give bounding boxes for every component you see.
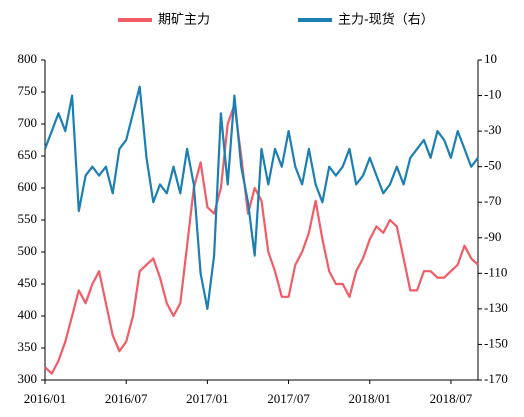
y2-tick-label: 10 <box>484 51 497 66</box>
y2-tick-label: -170 <box>484 371 508 386</box>
y-tick-label: 600 <box>18 179 38 194</box>
series-line <box>43 85 479 310</box>
x-tick-label: 2017/07 <box>267 391 310 406</box>
y-tick-label: 800 <box>18 51 38 66</box>
y-tick-label: 350 <box>18 339 38 354</box>
x-tick-label: 2016/01 <box>24 391 67 406</box>
y2-tick-label: -130 <box>484 300 508 315</box>
legend-label: 主力-现货（右） <box>338 12 434 28</box>
y2-tick-label: -50 <box>484 158 501 173</box>
y2-tick-label: -150 <box>484 335 508 350</box>
y2-tick-label: -110 <box>484 264 507 279</box>
x-tick-label: 2017/01 <box>186 391 229 406</box>
y-tick-label: 450 <box>18 275 38 290</box>
y-tick-label: 400 <box>18 307 38 322</box>
x-tick-label: 2018/01 <box>348 391 391 406</box>
y-tick-label: 500 <box>18 243 38 258</box>
x-tick-label: 2018/07 <box>430 391 473 406</box>
y2-tick-label: -10 <box>484 87 501 102</box>
y2-tick-label: -30 <box>484 122 501 137</box>
y-tick-label: 750 <box>18 83 38 98</box>
y-tick-label: 550 <box>18 211 38 226</box>
legend-label: 期矿主力 <box>158 13 210 28</box>
y2-tick-label: -70 <box>484 193 501 208</box>
y2-tick-label: -90 <box>484 229 501 244</box>
y-tick-label: 700 <box>18 115 38 130</box>
y-tick-label: 300 <box>18 371 38 386</box>
series-line <box>44 103 479 375</box>
x-tick-label: 2016/07 <box>105 391 148 406</box>
y-tick-label: 650 <box>18 147 38 162</box>
